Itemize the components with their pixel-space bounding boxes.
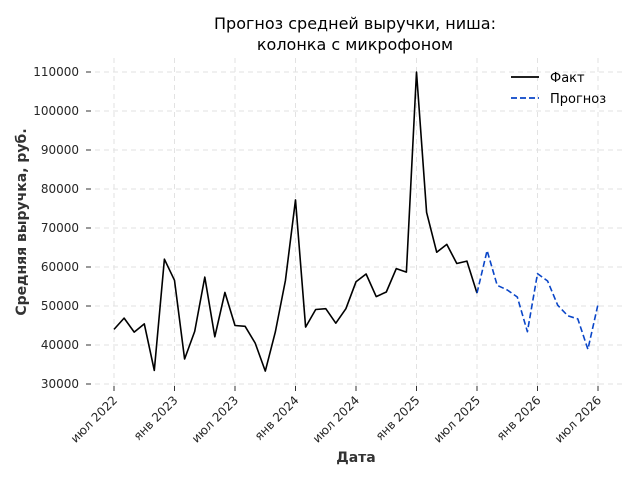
grid bbox=[86, 58, 622, 390]
legend-label-fact: Факт bbox=[550, 71, 585, 86]
y-axis-ticks: 30000 40000 50000 60000 70000 80000 90000 10000… bbox=[33, 65, 91, 391]
legend-label-forecast: Прогноз bbox=[550, 92, 606, 107]
series-lines bbox=[113, 71, 599, 372]
chart-title-line-2: колонка с микрофоном bbox=[257, 35, 453, 54]
y-tick-label: 60000 bbox=[41, 260, 79, 274]
y-tick-label: 70000 bbox=[41, 221, 79, 235]
y-tick-label: 100000 bbox=[33, 104, 79, 118]
legend: Факт Прогноз bbox=[511, 71, 606, 107]
y-tick-label: 80000 bbox=[41, 182, 79, 196]
y-tick-label: 110000 bbox=[33, 65, 79, 79]
x-axis-label: Дата bbox=[336, 450, 375, 466]
y-tick-label: 50000 bbox=[41, 299, 79, 313]
series-line-forecast bbox=[476, 249, 599, 351]
y-tick-label: 40000 bbox=[41, 338, 79, 352]
y-axis-label: Средняя выручка, руб. bbox=[14, 128, 30, 315]
y-tick-label: 90000 bbox=[41, 143, 79, 157]
y-tick-label: 30000 bbox=[41, 377, 79, 391]
chart-title-line-1: Прогноз средней выручки, ниша: bbox=[214, 14, 496, 33]
